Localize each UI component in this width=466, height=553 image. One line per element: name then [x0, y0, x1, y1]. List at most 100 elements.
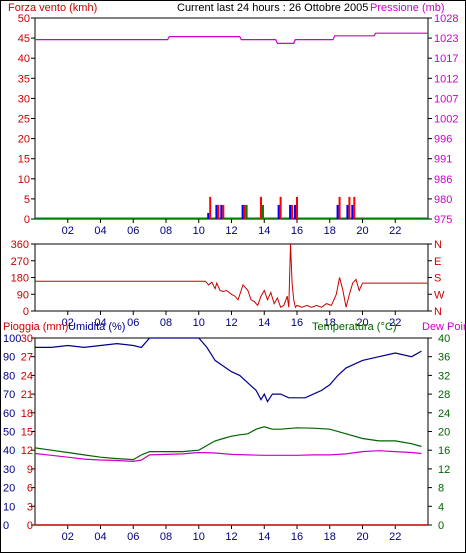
- direction-compass-axis-tick-label: N: [434, 239, 442, 251]
- rain-axis-title: Pioggia (mm): [3, 321, 68, 333]
- rain-axis-tick-label: 30: [21, 333, 33, 345]
- wind-speed-axis-tick-label: 10: [18, 174, 30, 186]
- rain-axis-tick-label: 24: [21, 370, 33, 382]
- direction-panel-x-x-tick-label: 16: [291, 317, 303, 329]
- chart-date-title: Current last 24 hours : 26 Ottobre 2005: [177, 2, 368, 14]
- humidity-axis-tick-label: 90: [3, 352, 15, 364]
- pressure-axis-tick-label: 991: [434, 154, 452, 166]
- climate-panel-x-x-tick-label: 22: [389, 531, 401, 543]
- pressure-axis-tick-label: 996: [434, 134, 452, 146]
- humidity-line: [35, 337, 422, 403]
- pressure-axis-tick-label: 1012: [434, 73, 458, 85]
- pressure-axis-tick-label: 1028: [434, 13, 458, 25]
- direction-panel-x-x-tick-label: 18: [324, 317, 336, 329]
- wind-speed-axis-tick-label: 5: [24, 194, 30, 206]
- direction-degrees-axis-tick-label: 90: [17, 289, 29, 301]
- pressure-axis-tick-label: 986: [434, 174, 452, 186]
- climate-panel-x-x-tick-label: 02: [62, 531, 74, 543]
- wind-speed-axis-tick-label: 15: [18, 154, 30, 166]
- pressure-axis-title: Pressione (mb): [370, 2, 445, 14]
- temperature-axis-tick-label: 36: [438, 352, 450, 364]
- wind-panel-x-x-tick-label: 18: [324, 225, 336, 237]
- wind-speed-axis-tick-label: 20: [18, 134, 30, 146]
- rain-axis-tick-label: 12: [21, 445, 33, 457]
- rain-axis-tick-label: 21: [21, 389, 33, 401]
- temperature-axis-tick-label: 20: [438, 427, 450, 439]
- humidity-axis-title: Umidita (%): [68, 321, 125, 333]
- pressure-axis-tick-label: 975: [434, 214, 452, 226]
- wind-speed-axis-title: Forza vento (kmh): [8, 2, 97, 14]
- climate-panel-x-x-tick-label: 08: [160, 531, 172, 543]
- pressure-axis-tick-label: 1002: [434, 114, 458, 126]
- wind-speed-axis-tick-label: 45: [18, 33, 30, 45]
- direction-panel-x-x-tick-label: 22: [389, 317, 401, 329]
- rain-axis-tick-label: 27: [21, 352, 33, 364]
- wind-panel-x-x-tick-label: 12: [225, 225, 237, 237]
- temperature-axis-tick-label: 16: [438, 445, 450, 457]
- climate-panel-x-x-tick-label: 12: [225, 531, 237, 543]
- direction-compass-axis-tick-label: W: [434, 289, 445, 301]
- direction-panel-x-x-tick-label: 10: [193, 317, 205, 329]
- direction-panel-x-x-tick-label: 04: [94, 317, 106, 329]
- rain-axis-tick-label: 15: [21, 427, 33, 439]
- climate-panel: 02 04 06 08 10 12 14 16 18 20 22036912151821242730…: [3, 333, 450, 543]
- wind-speed-axis-tick-label: 40: [18, 53, 30, 65]
- dewpoint-axis-title: Dew Point: [422, 321, 466, 333]
- wind-panel-x-x-tick-label: 06: [127, 225, 139, 237]
- wind-speed-axis-tick-label: 25: [18, 114, 30, 126]
- rain-axis-tick-label: 6: [27, 483, 33, 495]
- direction-panel-x-x-tick-label: 08: [160, 317, 172, 329]
- direction-compass-axis-tick-label: E: [434, 256, 441, 268]
- temperature-axis-tick-label: 32: [438, 370, 450, 382]
- direction-degrees-axis-tick-label: 0: [23, 306, 29, 318]
- direction-panel-x-x-tick-label: 02: [62, 317, 74, 329]
- rain-axis-tick-label: 9: [27, 464, 33, 476]
- wind-panel-x-x-tick-label: 14: [258, 225, 270, 237]
- humidity-axis-tick-label: 50: [3, 427, 15, 439]
- wind-speed-axis-tick-label: 35: [18, 73, 30, 85]
- wind-panel-x-x-tick-label: 10: [193, 225, 205, 237]
- direction-compass-axis-tick-label: S: [434, 273, 441, 285]
- wind-pressure-panel: 02 04 06 08 10 12 14 16 18 20 22051015202530354045…: [18, 13, 459, 237]
- direction-panel-x-x-tick-label: 14: [258, 317, 270, 329]
- wind-panel-x-x-tick-label: 20: [356, 225, 368, 237]
- climate-panel-x-x-tick-label: 06: [127, 531, 139, 543]
- humidity-axis-tick-label: 40: [3, 445, 15, 457]
- humidity-axis-tick-label: 10: [3, 501, 15, 513]
- humidity-axis-tick-label: 20: [3, 483, 15, 495]
- direction-panel-x-x-tick-label: 12: [225, 317, 237, 329]
- direction-panel-x-x-tick-label: 06: [127, 317, 139, 329]
- dewpoint-line: [34, 450, 422, 463]
- wind-direction-line: [35, 243, 428, 309]
- wind-panel-x-x-tick-label: 02: [62, 225, 74, 237]
- pressure-axis-tick-label: 980: [434, 194, 452, 206]
- wind-panel-x-x-tick-label: 04: [94, 225, 106, 237]
- wind-panel-x-x-tick-label: 08: [160, 225, 172, 237]
- pressure-axis-tick-label: 1007: [434, 93, 458, 105]
- humidity-axis-tick-label: 70: [3, 389, 15, 401]
- temperature-axis-tick-label: 28: [438, 389, 450, 401]
- humidity-axis-tick-label: 100: [3, 333, 21, 345]
- wind-speed-axis-tick-label: 30: [18, 93, 30, 105]
- humidity-axis-tick-label: 30: [3, 464, 15, 476]
- climate-panel-x-x-tick-label: 20: [356, 531, 368, 543]
- rain-axis-tick-label: 18: [21, 408, 33, 420]
- pressure-axis-tick-label: 1023: [434, 33, 458, 45]
- humidity-axis-tick-label: 60: [3, 408, 15, 420]
- rain-axis-tick-label: 0: [27, 520, 33, 532]
- humidity-axis-tick-label: 0: [3, 520, 9, 532]
- wind-panel-x-x-tick-label: 22: [389, 225, 401, 237]
- climate-panel-x-x-tick-label: 16: [291, 531, 303, 543]
- direction-compass-axis-tick-label: N: [434, 306, 442, 318]
- temperature-axis-tick-label: 8: [438, 483, 444, 495]
- temperature-axis-tick-label: 4: [438, 501, 444, 513]
- direction-panel-x-x-tick-label: 20: [356, 317, 368, 329]
- direction-degrees-axis-tick-label: 360: [11, 239, 29, 251]
- direction-degrees-axis-tick-label: 180: [11, 273, 29, 285]
- wind-panel-x-x-tick-label: 16: [291, 225, 303, 237]
- wind-speed-axis-tick-label: 0: [24, 214, 30, 226]
- temperature-axis-title: Temperatura (°C): [312, 321, 396, 333]
